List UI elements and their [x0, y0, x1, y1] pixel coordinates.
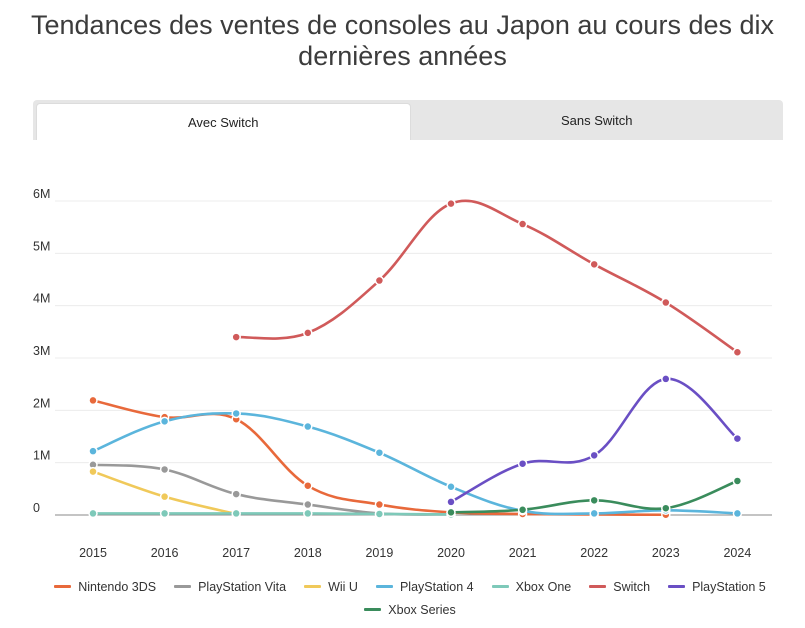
data-point-switch [661, 297, 671, 308]
x-tick-label: 2018 [294, 546, 322, 560]
x-tick-label: 2022 [580, 546, 608, 560]
legend-item[interactable]: PlayStation 5 [668, 578, 766, 595]
legend-swatch [304, 585, 322, 588]
y-tick-label: 2M [33, 396, 50, 410]
tab-without-switch[interactable]: Sans Switch [560, 112, 633, 128]
series-line-playstation-5 [449, 377, 739, 504]
data-point-playstation-4 [231, 408, 241, 419]
data-point-playstation-4 [589, 508, 599, 519]
data-point-playstation-4 [732, 508, 743, 519]
data-point-nintendo-3ds [374, 499, 385, 510]
data-point-xbox-series [661, 503, 671, 513]
legend-label: Xbox One [515, 579, 572, 594]
legend-label: Wii U [328, 579, 358, 594]
legend-item[interactable]: Switch [589, 578, 650, 595]
data-point-xbox-one [303, 508, 313, 519]
data-point-switch [446, 198, 456, 209]
x-tick-label: 2015 [79, 546, 107, 560]
series-line-xbox-one [91, 512, 453, 516]
data-point-xbox-series [517, 505, 528, 515]
data-point-playstation-4 [159, 416, 170, 427]
data-point-playstation-5 [589, 450, 599, 461]
data-point-switch [517, 219, 528, 229]
legend-swatch [174, 585, 192, 588]
data-point-switch [589, 259, 599, 270]
legend-item[interactable]: PlayStation Vita [174, 578, 286, 595]
legend-item[interactable]: PlayStation 4 [375, 578, 474, 595]
data-point-xbox-series [732, 476, 743, 486]
data-point-playstation-5 [732, 433, 743, 444]
data-point-xbox-one [159, 508, 170, 519]
y-tick-label: 5M [33, 239, 50, 253]
tab-bar: Avec Switch Sans Switch [33, 100, 783, 140]
legend-swatch [364, 608, 382, 611]
legend-item[interactable]: Xbox Series [364, 601, 456, 618]
x-tick-label: 2023 [652, 546, 680, 560]
x-tick-label: 2021 [509, 546, 537, 560]
data-point-switch [374, 275, 385, 286]
data-point-playstation-vita [231, 489, 241, 499]
data-point-playstation-4 [446, 481, 456, 492]
data-point-switch [303, 328, 313, 338]
x-tick-label: 2019 [365, 546, 393, 560]
data-point-switch [231, 332, 241, 342]
legend-label: Xbox Series [388, 602, 456, 617]
data-point-nintendo-3ds [303, 480, 313, 491]
chart-title: Tendances des ventes de consoles au Japo… [31, 10, 774, 71]
data-point-xbox-one [374, 509, 385, 519]
data-point-playstation-4 [88, 446, 98, 456]
x-tick-label: 2024 [723, 546, 751, 560]
y-tick-label: 0 [33, 501, 40, 515]
legend-swatch [375, 585, 393, 588]
data-point-playstation-5 [517, 458, 528, 469]
legend-label: PlayStation 5 [692, 579, 766, 594]
data-point-playstation-4 [374, 447, 385, 458]
chart-legend: Nintendo 3DS PlayStation Vita Wii U PlaySta… [40, 578, 780, 618]
x-tick-label: 2020 [437, 546, 465, 560]
legend-item[interactable]: Wii U [304, 578, 358, 595]
y-tick-label: 6M [33, 187, 50, 201]
legend-label: Nintendo 3DS [78, 579, 157, 594]
legend-item[interactable]: Xbox One [491, 578, 572, 595]
y-tick-label: 3M [33, 344, 50, 358]
x-tick-label: 2016 [151, 546, 179, 560]
data-point-playstation-vita [303, 499, 313, 510]
data-point-playstation-4 [303, 421, 313, 432]
tab-with-switch[interactable]: Avec Switch [36, 103, 411, 140]
data-point-wii-u [159, 491, 170, 502]
data-point-switch [732, 347, 743, 357]
data-point-xbox-one [231, 508, 241, 519]
legend-swatch [54, 585, 72, 588]
data-point-playstation-5 [446, 497, 456, 507]
legend-swatch [491, 585, 509, 588]
data-point-playstation-5 [661, 374, 671, 384]
data-point-playstation-vita [159, 464, 170, 475]
legend-swatch [668, 585, 686, 588]
line-chart: 0 1M 2M 3M 4M 5M 6M 2015 2016 2017 2018 2019 2020 202… [33, 187, 772, 560]
data-point-xbox-series [589, 495, 599, 506]
y-tick-label: 4M [33, 292, 50, 306]
data-point-xbox-series [446, 507, 456, 518]
legend-swatch [589, 585, 607, 588]
series-line-switch [234, 199, 739, 354]
legend-label: PlayStation Vita [198, 579, 287, 594]
series-line-playstation-4 [91, 411, 739, 516]
data-point-nintendo-3ds [88, 395, 98, 406]
data-point-xbox-one [88, 508, 98, 519]
data-point-wii-u [88, 466, 98, 477]
legend-label: Switch [613, 579, 651, 594]
y-tick-label: 1M [33, 449, 50, 463]
legend-item[interactable]: Nintendo 3DS [54, 578, 156, 595]
x-tick-label: 2017 [222, 546, 250, 560]
legend-label: PlayStation 4 [399, 579, 474, 594]
